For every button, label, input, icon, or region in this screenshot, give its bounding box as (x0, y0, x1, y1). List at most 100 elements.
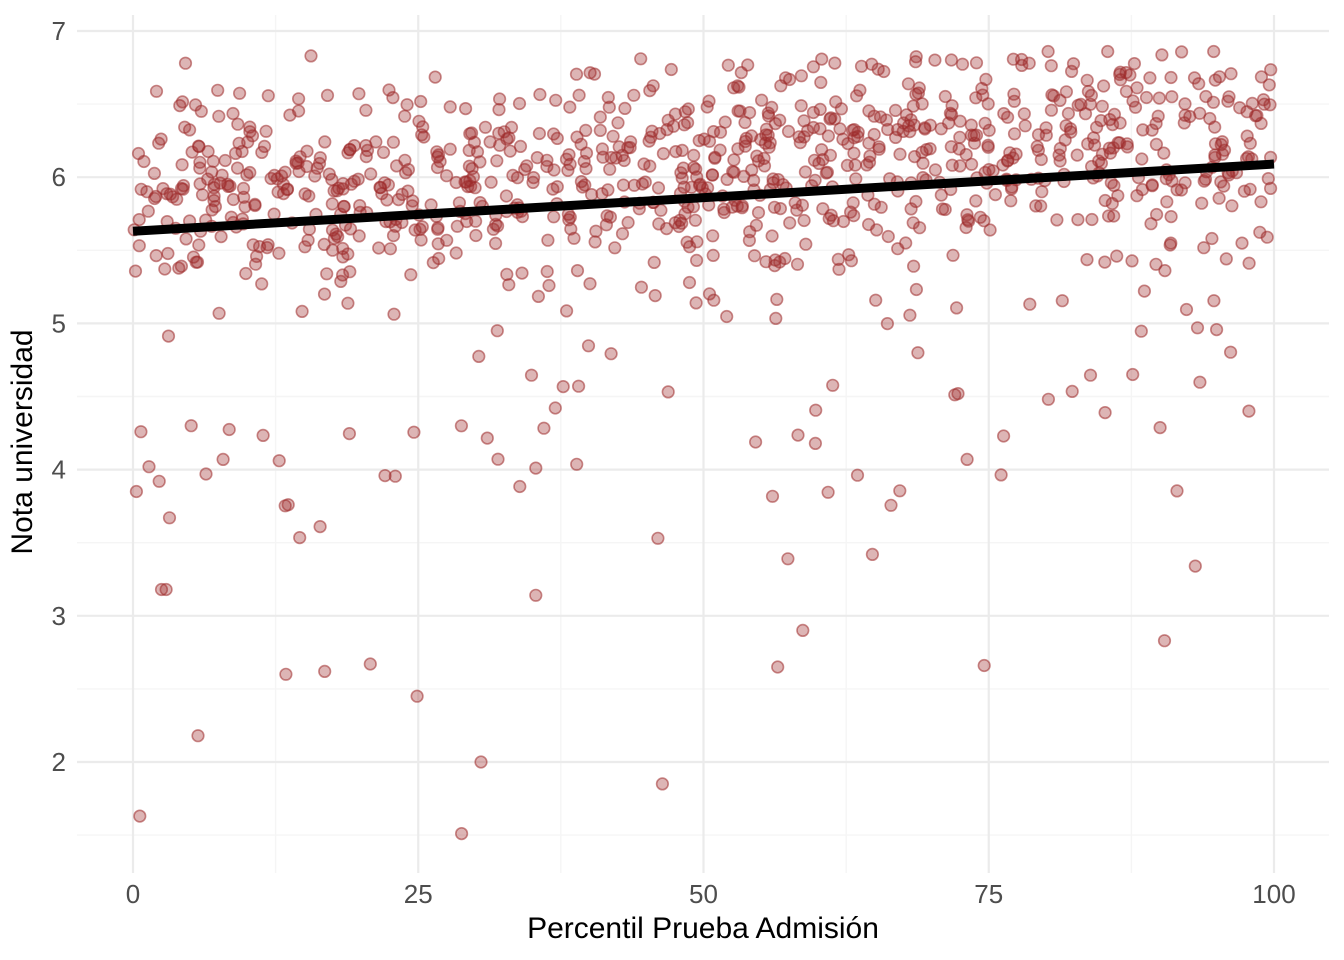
data-point (1224, 67, 1238, 81)
data-point (1145, 178, 1159, 192)
data-point (433, 154, 447, 169)
data-point (1004, 194, 1018, 208)
data-point (1064, 64, 1079, 78)
data-point (570, 264, 585, 278)
data-point (561, 163, 575, 177)
data-point (1188, 559, 1202, 573)
data-point (343, 265, 357, 279)
data-point (491, 219, 505, 233)
data-point (1023, 297, 1037, 311)
data-point (513, 479, 527, 494)
data-point (783, 216, 797, 230)
data-point (431, 221, 445, 235)
data-point (1261, 172, 1275, 186)
data-point (849, 172, 863, 186)
data-point (1022, 56, 1036, 70)
data-point (759, 255, 773, 269)
data-point (656, 147, 671, 161)
data-point (255, 277, 269, 291)
data-point (175, 158, 189, 172)
data-point (589, 224, 603, 238)
data-point (979, 72, 993, 86)
data-point (1096, 79, 1111, 93)
data-point (1030, 139, 1044, 154)
data-point (706, 125, 721, 139)
data-point (794, 69, 809, 83)
data-point (424, 198, 438, 212)
data-point (903, 308, 917, 322)
data-point (771, 660, 785, 674)
data-point (259, 124, 273, 138)
data-point (799, 237, 813, 251)
data-point (720, 309, 734, 324)
data-point (1207, 44, 1221, 59)
data-point (1070, 148, 1084, 162)
data-point (562, 148, 576, 162)
data-point (298, 240, 312, 254)
data-point (243, 120, 257, 134)
data-point (518, 162, 532, 177)
data-point (431, 237, 445, 251)
data-point (797, 114, 811, 128)
data-point (132, 239, 146, 253)
data-point (953, 159, 967, 173)
data-point (243, 125, 257, 139)
data-point (603, 210, 618, 224)
data-point (267, 207, 281, 221)
data-point (944, 140, 958, 154)
data-point (814, 75, 828, 89)
data-point (388, 469, 402, 483)
data-point (1174, 45, 1189, 59)
data-point (1034, 199, 1048, 213)
data-point (400, 98, 414, 112)
data-point (928, 163, 943, 177)
data-point (909, 282, 924, 297)
data-point (721, 58, 735, 72)
data-point (428, 70, 442, 84)
data-point (455, 826, 469, 841)
data-point (199, 467, 213, 481)
data-point (207, 194, 221, 208)
y-axis-title: Nota universidad (6, 329, 39, 554)
data-point (847, 209, 861, 223)
data-point (1080, 253, 1094, 267)
data-point (1158, 264, 1172, 278)
data-point (1178, 97, 1192, 111)
data-point (1149, 137, 1163, 151)
data-point (911, 346, 925, 360)
data-point (1127, 56, 1141, 71)
data-point (615, 227, 630, 241)
data-point (604, 150, 618, 165)
data-point (854, 59, 869, 73)
data-point (899, 108, 914, 122)
data-point (747, 249, 762, 263)
data-point (212, 109, 226, 123)
data-point (547, 163, 561, 177)
data-point (1136, 123, 1150, 137)
data-point (478, 120, 493, 134)
data-point (1208, 120, 1222, 134)
data-point (808, 173, 822, 187)
data-point (490, 324, 504, 338)
data-point (246, 238, 260, 252)
data-point (1018, 119, 1032, 133)
data-point (1059, 119, 1073, 133)
data-point (790, 257, 805, 271)
data-point (537, 421, 551, 435)
data-point (512, 96, 527, 111)
x-tick-label: 100 (1252, 879, 1295, 909)
data-point (548, 401, 562, 415)
data-point (502, 278, 516, 292)
data-point (706, 229, 720, 243)
data-point (851, 125, 865, 139)
data-point (828, 56, 842, 70)
data-point (822, 211, 836, 226)
data-point (341, 296, 355, 310)
data-point (754, 93, 769, 107)
data-point (593, 110, 607, 124)
data-point (621, 215, 635, 230)
data-point (1242, 256, 1256, 270)
data-point (645, 124, 659, 138)
data-point (807, 153, 822, 167)
data-point (749, 218, 764, 232)
